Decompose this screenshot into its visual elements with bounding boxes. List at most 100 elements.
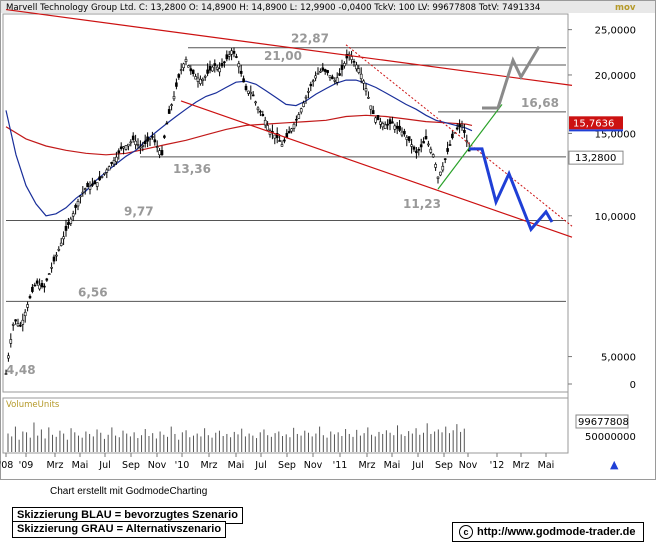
candle-body [395, 125, 399, 129]
candle-body [117, 150, 121, 154]
candle-body [177, 74, 181, 78]
candle-body [410, 144, 413, 147]
candle-body [110, 162, 113, 164]
candle-body [112, 160, 116, 165]
candle-body [107, 166, 111, 171]
candle-body [429, 148, 433, 153]
last-price-label: 13,2800 [575, 153, 616, 164]
volume-panel [2, 397, 569, 454]
candle-body [455, 127, 459, 130]
candle-body [304, 96, 308, 99]
candle-body [403, 130, 406, 135]
candle-body [187, 65, 190, 68]
x-tick-label: Jul [98, 460, 110, 471]
candle-body [381, 123, 385, 128]
candle-body [127, 143, 130, 147]
candle-body [215, 66, 219, 70]
candle-body [79, 195, 82, 198]
candle-body [290, 128, 293, 132]
candle-body [436, 176, 440, 179]
header-info: Marvell Technology Group Ltd. C: 13,2800… [6, 3, 540, 13]
candle-body [439, 171, 442, 176]
candle-body [398, 125, 401, 131]
candle-body [357, 68, 361, 73]
candle-body [179, 69, 183, 71]
candle-body [458, 124, 461, 128]
candle-body [386, 123, 389, 126]
candle-body [314, 75, 317, 79]
y-tick-label: 5,0000 [601, 353, 636, 364]
last-price-box [568, 150, 624, 165]
candle-body [273, 134, 277, 139]
candle-body [4, 373, 8, 375]
candle-body [163, 135, 166, 138]
candle-body [343, 63, 346, 67]
candle-body [316, 72, 320, 75]
x-tick-label: Mai [228, 460, 245, 471]
candle-body [69, 218, 73, 224]
candle-body [26, 304, 29, 308]
candle-body [23, 311, 27, 317]
candle-body [11, 324, 15, 326]
candle-body [254, 101, 257, 104]
candle-body [278, 140, 281, 142]
candle-body [374, 117, 377, 123]
ma-blue-line [5, 79, 473, 217]
candle-body [136, 144, 140, 146]
candle-body [225, 54, 229, 60]
candle-body [74, 205, 77, 208]
candle-body [359, 73, 363, 80]
candle-body [199, 78, 202, 84]
candle-body [287, 131, 291, 134]
candle-body [93, 180, 97, 185]
candle-body [141, 145, 145, 147]
x-tick-label: '12 [490, 460, 505, 471]
candle-body [441, 165, 445, 171]
candle-body [158, 150, 161, 156]
candle-body [434, 164, 437, 168]
candle-body [261, 114, 265, 117]
candle-body [297, 114, 301, 119]
candle-body [463, 130, 466, 133]
candle-body [431, 154, 435, 158]
candle-body [33, 284, 37, 287]
level-label: 16,68 [521, 96, 559, 110]
candle-body [191, 69, 195, 74]
x-tick-label: Sep [435, 460, 453, 471]
trendline-lower [180, 100, 573, 238]
website-link[interactable]: c http://www.godmode-trader.de [452, 522, 644, 542]
x-tick-label: Jul [254, 460, 266, 471]
candle-body [148, 138, 152, 140]
candle-body [14, 319, 17, 322]
candle-body [328, 75, 332, 78]
candle-body [237, 63, 241, 68]
candle-body [391, 121, 394, 124]
volume-tick-label: 50000000 [585, 432, 636, 443]
candle-body [227, 54, 231, 57]
candle-body [220, 63, 224, 67]
candle-body [7, 355, 10, 359]
candle-body [350, 56, 353, 60]
candle-body [91, 183, 94, 186]
candle-body [131, 135, 135, 140]
candle-body [81, 191, 85, 194]
x-tick-label: Mrz [200, 460, 217, 471]
candle-body [88, 185, 92, 190]
candle-body [362, 80, 365, 84]
x-tick-label: Mai [72, 460, 89, 471]
candle-body [321, 67, 325, 71]
level-label: 13,36 [173, 162, 211, 176]
candle-body [263, 119, 267, 126]
candle-body [153, 139, 157, 143]
y-tick-label: 10,0000 [595, 212, 636, 223]
candle-body [280, 144, 284, 147]
candle-body [203, 75, 207, 78]
header-bar [1, 1, 655, 13]
candle-body [9, 339, 13, 344]
x-tick-label: Sep [278, 460, 296, 471]
candle-body [223, 61, 226, 64]
candle-body [364, 88, 368, 92]
candle-body [235, 56, 238, 58]
y-tick-label: 20,0000 [595, 71, 636, 82]
candle-body [124, 145, 128, 150]
